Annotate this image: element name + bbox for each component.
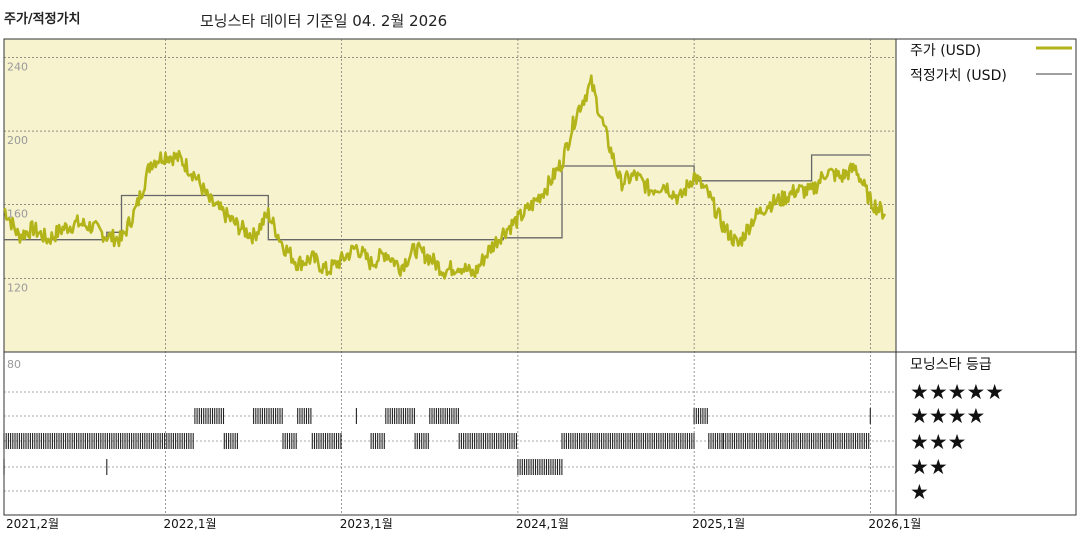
- rating-legend-title: 모닝스타 등급: [910, 357, 992, 373]
- rating-bar-3-stars: [561, 433, 695, 449]
- y-tick-label: 200: [7, 134, 28, 147]
- rating-5-stars-label: ★★★★★: [910, 380, 1004, 404]
- x-tick-label: 2025,1월: [692, 517, 745, 531]
- rating-bar-3-stars: [458, 433, 517, 449]
- rating-bar-3-stars: [311, 433, 342, 449]
- rating-3-stars-label: ★★★: [910, 430, 966, 454]
- rating-bar-2-stars: [517, 459, 563, 475]
- rating-bar-3-stars: [370, 433, 385, 449]
- rating-4-stars-label: ★★★★: [910, 404, 985, 428]
- y-tick-label: 80: [7, 358, 21, 371]
- y-tick-label: 240: [7, 60, 28, 73]
- rating-bar-3-stars: [708, 433, 723, 449]
- chart-subtitle: 모닝스타 데이터 기준일 04. 2월 2026: [200, 12, 448, 30]
- y-tick-label: 120: [7, 281, 28, 294]
- rating-bar-4-stars: [297, 408, 312, 424]
- x-tick-label: 2022,1월: [164, 517, 217, 531]
- rating-bar-3-stars: [414, 433, 429, 449]
- rating-bar-4-stars: [194, 408, 225, 424]
- x-tick-label: 2021,2월: [6, 517, 59, 531]
- price-line: [3, 74, 887, 280]
- x-tick-label: 2024,1월: [516, 517, 569, 531]
- rating-bar-4-stars: [693, 408, 708, 424]
- legend-fair-value-label: 적정가치 (USD): [910, 68, 1007, 84]
- rating-bar-4-stars: [429, 408, 459, 424]
- x-tick-label: 2023,1월: [340, 517, 393, 531]
- rating-bars: [3, 408, 871, 475]
- x-tick-label: 2026,1월: [868, 517, 921, 531]
- rating-2-stars-label: ★★: [910, 455, 948, 479]
- legend-price-label: 주가 (USD): [910, 43, 981, 59]
- legend-panel: [895, 38, 1077, 353]
- rating-bar-4-stars: [253, 408, 283, 424]
- rating-bar-3-stars: [722, 433, 870, 449]
- page-title: 주가/적정가치: [4, 12, 81, 27]
- rating-bar-3-stars: [282, 433, 297, 449]
- x-axis-ticks: 2021,2월 2022,1월 2023,1월 2024,1월 2025,1월 2026,…: [6, 517, 921, 531]
- rating-bar-3-stars: [223, 433, 238, 449]
- rating-bar-4-stars: [385, 408, 415, 424]
- rating-bar-3-stars: [3, 433, 194, 449]
- price-series: [3, 74, 887, 280]
- rating-legend-panel: [895, 351, 1077, 516]
- rating-1-star-label: ★: [910, 480, 929, 504]
